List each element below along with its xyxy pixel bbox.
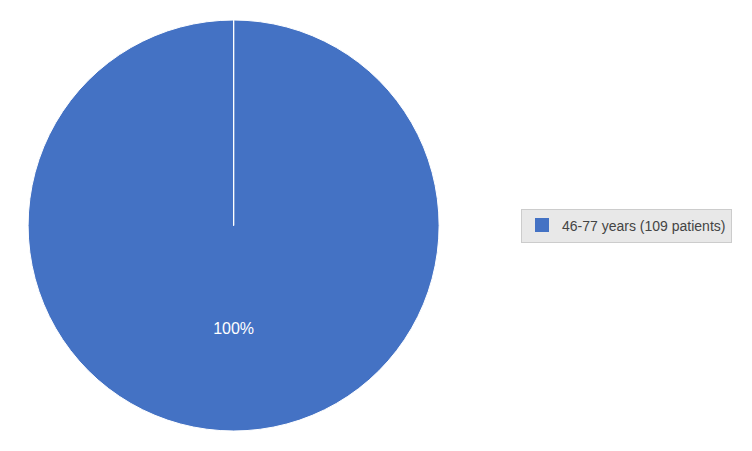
svg-text:100%: 100%: [213, 320, 254, 337]
svg-text:46-77 years (109 patients): 46-77 years (109 patients): [562, 218, 725, 234]
